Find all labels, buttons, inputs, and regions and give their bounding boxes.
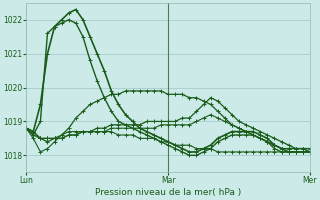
X-axis label: Pression niveau de la mer( hPa ): Pression niveau de la mer( hPa ) [95,188,241,197]
